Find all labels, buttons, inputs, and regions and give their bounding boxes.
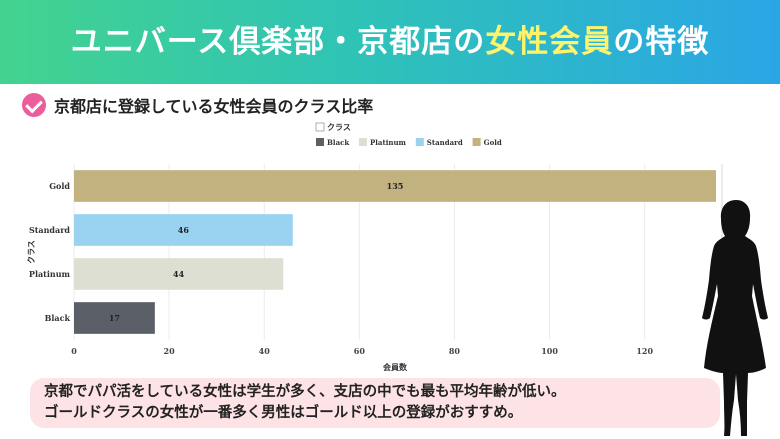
note-box: 京都でパパ活をしている女性は学生が多く、支店の中でも最も平均年齢が低い。 ゴール…	[30, 378, 720, 428]
x-tick-label: 120	[636, 346, 653, 356]
x-tick-label: 0	[71, 346, 77, 356]
bar-platinum	[74, 258, 284, 290]
y-tick-label: Black	[45, 313, 71, 323]
bar-value-label: 17	[109, 313, 120, 323]
legend-label: Black	[327, 138, 349, 147]
bar-standard	[74, 214, 293, 246]
legend-title: クラス	[327, 122, 351, 132]
legend-swatch-platinum	[359, 138, 367, 146]
bar-gold	[74, 170, 716, 202]
chart-svg: 0 20 40 60 80 100 120 135 Gold 46 Standard 44 Platin…	[26, 122, 723, 372]
y-axis-title: クラス	[26, 240, 36, 264]
bar-value-label: 44	[173, 269, 185, 279]
bar-chart: 0 20 40 60 80 100 120 135 Gold 46 Standard 44 Platin…	[22, 118, 730, 380]
legend-swatch-standard	[415, 138, 424, 146]
bar-value-label: 46	[178, 225, 190, 235]
legend-label: Gold	[484, 138, 502, 147]
y-tick-label: Standard	[29, 225, 70, 235]
title-part2: の特徴	[613, 24, 710, 60]
y-tick-label: Gold	[49, 181, 70, 191]
title-part1: ユニバース倶楽部・京都店の	[70, 24, 486, 60]
checkmark-icon	[22, 93, 46, 117]
woman-silhouette-icon	[702, 200, 768, 436]
subheading: 京都店に登録している女性会員のクラス比率	[22, 92, 373, 118]
bar-value-label: 135	[387, 181, 404, 191]
x-tick-label: 20	[164, 346, 176, 356]
header-banner	[0, 0, 780, 84]
page-title: ユニバース倶楽部・京都店の女性会員の特徴	[0, 0, 780, 84]
x-axis-title: 会員数	[383, 362, 408, 372]
note-line1: 京都でパパ活をしている女性は学生が多く、支店の中でも最も平均年齢が低い。	[44, 384, 566, 400]
title-highlight: 女性会員	[485, 24, 614, 60]
legend-label: Platinum	[370, 138, 407, 147]
y-tick-label: Platinum	[29, 269, 71, 279]
subheading-text: 京都店に登録している女性会員のクラス比率	[54, 97, 374, 116]
legend-title-checkbox-icon	[315, 122, 325, 132]
bar-black	[74, 302, 155, 334]
x-tick-label: 80	[449, 346, 461, 356]
x-tick-label: 40	[259, 346, 271, 356]
x-tick-label: 100	[541, 346, 558, 356]
legend-label: Standard	[427, 138, 463, 147]
x-tick-label: 60	[354, 346, 366, 356]
legend-swatch-gold	[472, 138, 481, 146]
legend-swatch-black	[316, 138, 324, 146]
note-line2: ゴールドクラスの女性が一番多く男性はゴールド以上の登録がおすすめ。	[44, 405, 523, 421]
